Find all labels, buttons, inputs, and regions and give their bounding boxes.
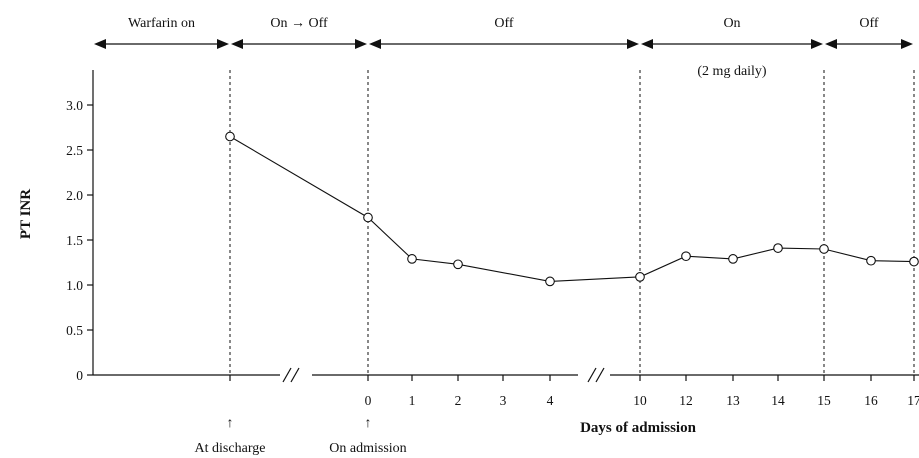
inr-point (635, 272, 645, 282)
inr-point (819, 244, 829, 254)
x-tick-label: 15 (817, 393, 831, 408)
annotation-arrow: ↑ (365, 416, 372, 431)
y-tick-label: 1.5 (66, 233, 83, 248)
inr-point (225, 131, 235, 142)
x-tick-label: 3 (500, 393, 507, 408)
axis-break-mark (595, 367, 605, 383)
y-tick-label: 0.5 (66, 323, 83, 338)
annotation-arrow: ↑ (227, 416, 234, 431)
inr-point (363, 212, 373, 223)
axes: 00.51.01.52.02.53.00 1 2 3 4 10 12 13 14 15 16 17 (66, 70, 919, 408)
phase-arrowhead-left (231, 39, 243, 49)
inr-point (909, 256, 919, 267)
axis-break-mark (282, 367, 292, 383)
x-tick-label: 10 (633, 393, 647, 408)
phase-arrowhead-left (825, 39, 837, 49)
y-tick-label: 3.0 (66, 98, 83, 113)
phase-sublabel: (2 mg daily) (697, 64, 767, 79)
phase-arrowhead-left (641, 39, 653, 49)
x-tick-label: 0 (365, 393, 372, 408)
phase-arrows: Warfarin on On → Off Off On (2 mg daily) Off (94, 16, 913, 79)
annotation-label: On admission (329, 441, 406, 456)
inr-point (866, 255, 876, 266)
y-tick-label: 0 (76, 368, 83, 383)
x-axis-title: Days of admission (580, 420, 697, 436)
inr-point (681, 251, 691, 262)
x-tick-label: 16 (864, 393, 878, 408)
phase-label: On → Off (270, 16, 328, 31)
inr-point (453, 259, 463, 270)
inr-point (773, 243, 783, 253)
y-tick-label: 2.5 (66, 143, 83, 158)
dashed-markers (229, 70, 915, 375)
phase-arrowhead-right (901, 39, 913, 49)
y-tick-label: 1.0 (66, 278, 83, 293)
inr-point (728, 254, 738, 264)
phase-label: Off (859, 16, 879, 31)
x-tick-label: 17 (907, 393, 919, 408)
inr-point (545, 276, 555, 287)
axis-break-mark (587, 367, 597, 383)
annotations: ↑ At discharge ↑ On admission (195, 416, 407, 456)
inr-point (407, 254, 417, 264)
phase-arrowhead-left (369, 39, 381, 49)
x-tick-label: 14 (771, 393, 785, 408)
phase-label: Off (494, 16, 514, 31)
y-tick-label: 2.0 (66, 188, 83, 203)
x-tick-label: 13 (726, 393, 740, 408)
phase-arrowhead-right (627, 39, 639, 49)
y-axis-title: PT INR (18, 189, 34, 239)
phase-label: Warfarin on (128, 16, 195, 31)
phase-arrowhead-right (355, 39, 367, 49)
phase-label: On (723, 16, 740, 31)
x-tick-label: 12 (679, 393, 693, 408)
inr-series (225, 131, 919, 287)
phase-arrowhead-right (811, 39, 823, 49)
x-tick-label: 2 (455, 393, 462, 408)
x-tick-label: 4 (547, 393, 554, 408)
phase-arrowhead-right (217, 39, 229, 49)
inr-line (229, 136, 915, 282)
axis-break-mark (290, 367, 300, 383)
phase-arrowhead-left (94, 39, 106, 49)
annotation-label: At discharge (195, 441, 266, 456)
x-tick-label: 1 (409, 393, 416, 408)
